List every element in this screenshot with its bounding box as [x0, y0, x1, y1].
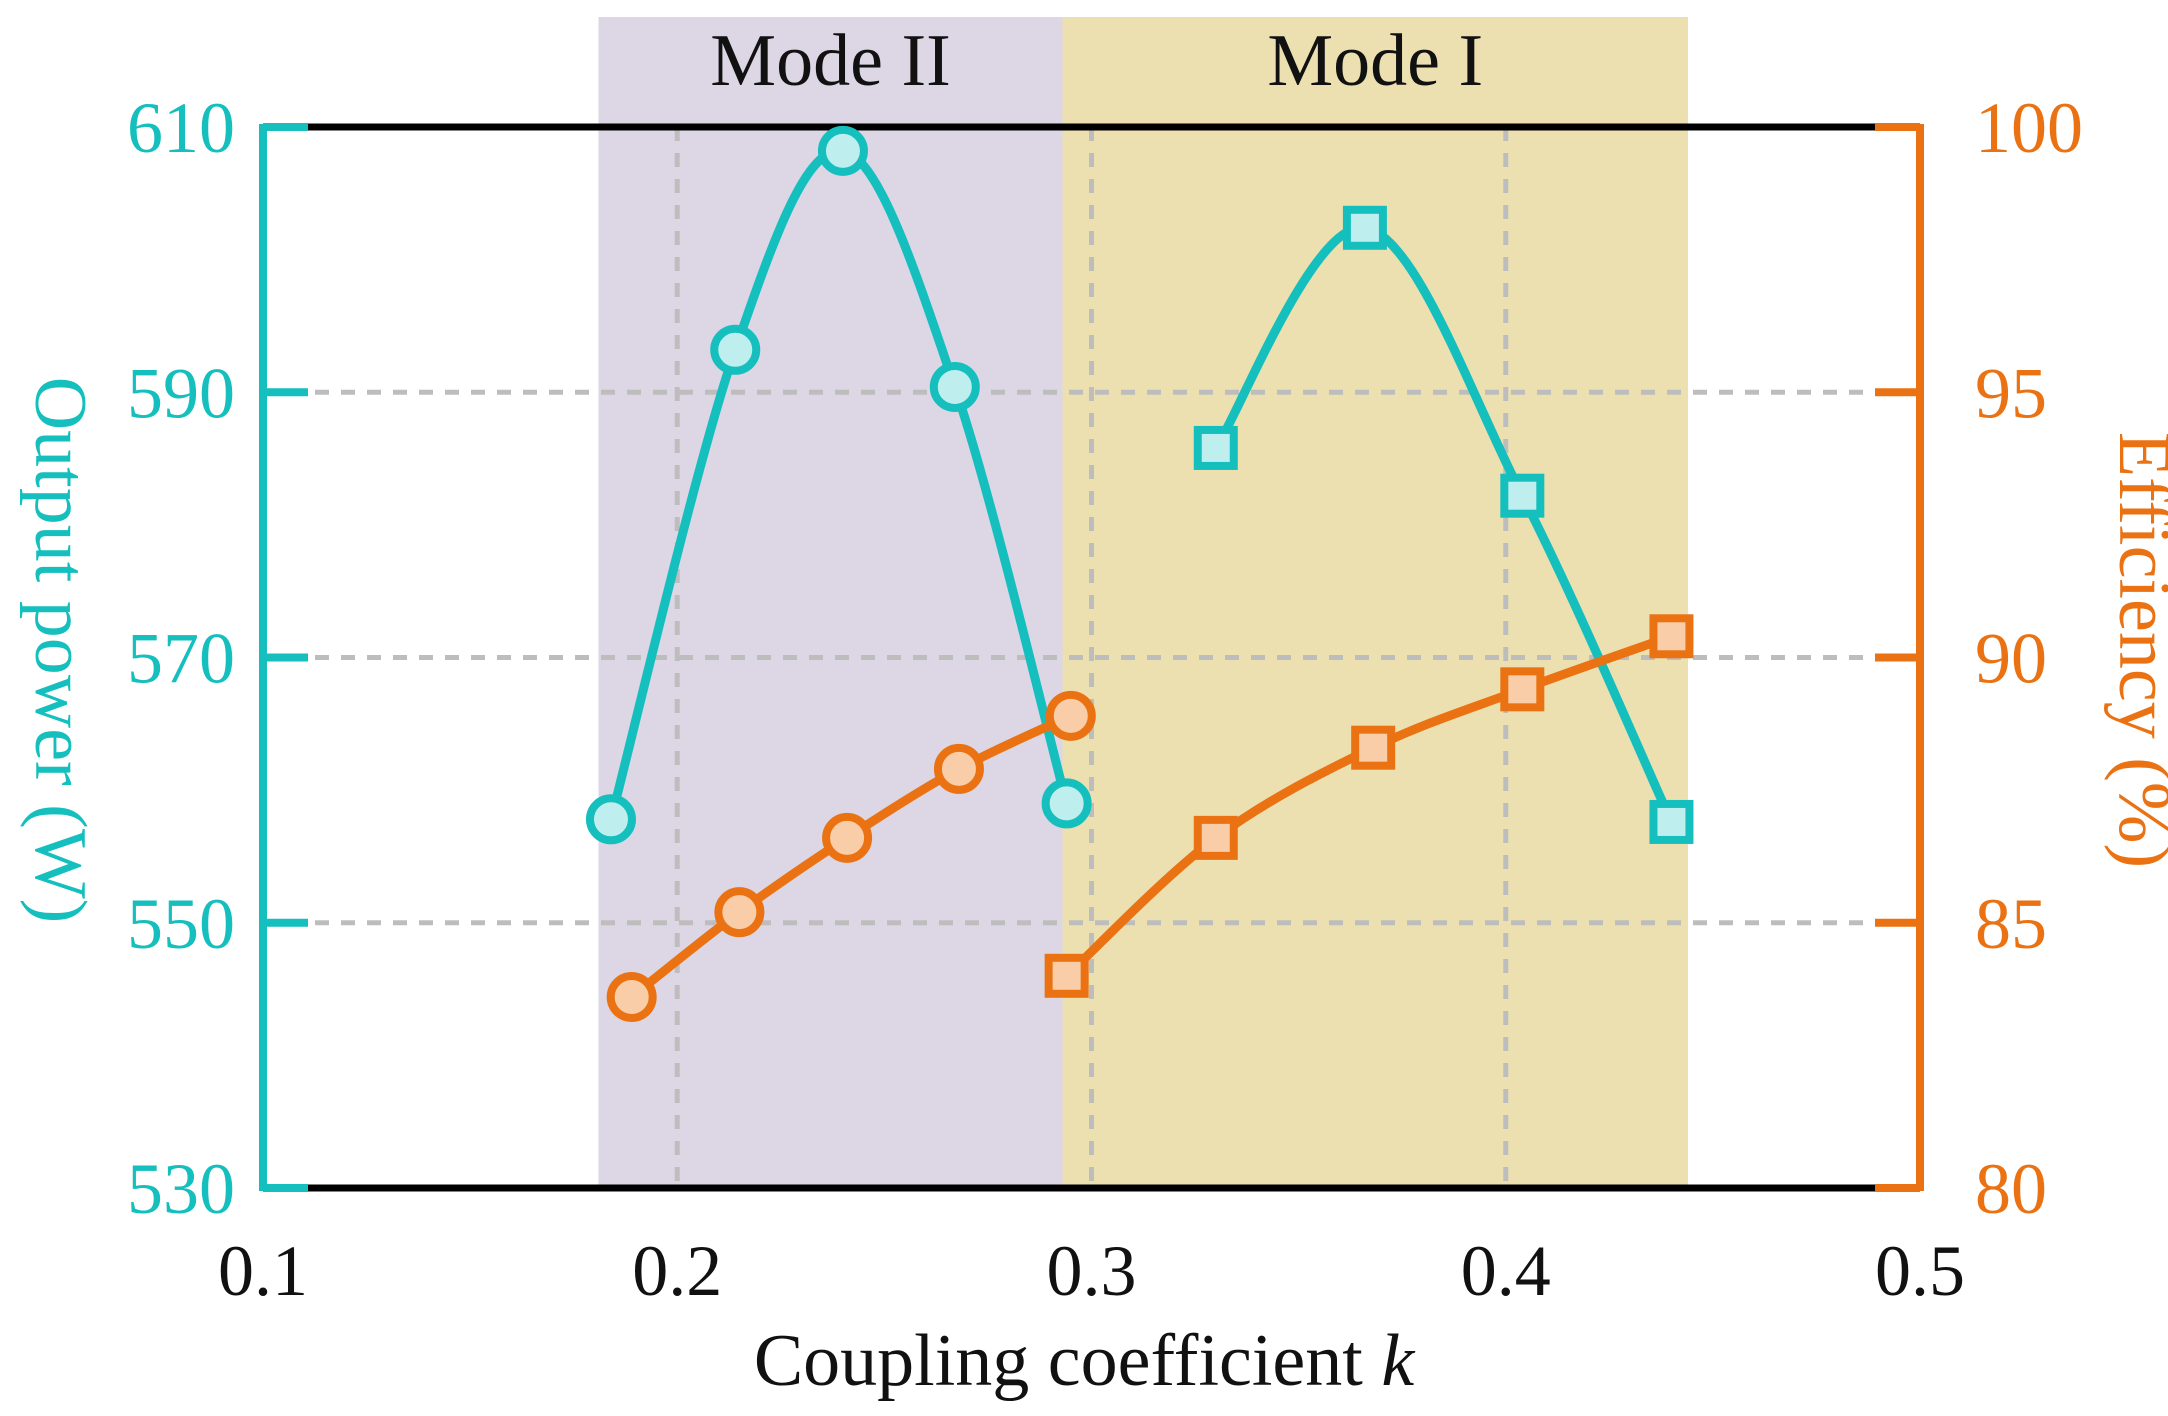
mode-regions: Mode II Mode I	[598, 17, 1689, 1188]
series-0-point-3	[929, 361, 980, 412]
x-tick-label-3: 0.4	[1461, 1231, 1551, 1311]
left-tick-label-4: 610	[127, 88, 235, 168]
data-series	[585, 125, 1694, 1023]
left-tick-label-2: 570	[127, 619, 235, 699]
series-0-point-2	[817, 125, 868, 176]
series-2-point-1	[714, 887, 765, 938]
x-axis-title: Coupling coefficient k	[754, 1320, 1415, 1402]
region-band-1	[1062, 17, 1689, 1188]
series-3-point-2	[1351, 725, 1396, 770]
right-tick-label-4: 100	[1975, 88, 2083, 168]
series-2-point-3	[933, 743, 984, 794]
series-3-point-4	[1649, 614, 1694, 659]
right-tick-label-3: 95	[1975, 353, 2047, 433]
right-tick-label-2: 90	[1975, 619, 2047, 699]
grid-lines	[263, 127, 1920, 1188]
x-tick-label-0: 0.1	[218, 1231, 308, 1311]
series-1-point-0	[1193, 425, 1238, 470]
axis-titles: Coupling coefficient k Output power (W) …	[19, 377, 2168, 1402]
plot-frame	[259, 123, 1924, 1192]
x-tick-label-2: 0.3	[1047, 1231, 1137, 1311]
x-tick-label-4: 0.5	[1875, 1231, 1965, 1311]
left-axis-title: Output power (W)	[19, 377, 101, 924]
right-tick-label-1: 85	[1975, 884, 2047, 964]
x-tick-label-1: 0.2	[632, 1231, 722, 1311]
series-3-point-1	[1193, 815, 1238, 860]
left-tick-label-1: 550	[127, 884, 235, 964]
region-label-0: Mode II	[710, 20, 950, 102]
left-tick-label-3: 590	[127, 353, 235, 433]
tick-labels: 0.1 0.2 0.3 0.4 0.5 530 550 570 590 610 80 85 90 95 10…	[127, 88, 2083, 1311]
series-1-point-2	[1500, 473, 1545, 518]
series-2-point-0	[606, 972, 657, 1023]
series-2-point-4	[1045, 690, 1096, 741]
series-1-point-3	[1649, 799, 1694, 844]
x-axis-variable: k	[1381, 1320, 1415, 1402]
series-0-point-4	[1041, 778, 1092, 829]
series-0-point-1	[710, 324, 761, 375]
series-line-1	[1211, 223, 1676, 827]
series-3-point-0	[1044, 953, 1089, 998]
series-3-point-3	[1500, 667, 1545, 712]
region-label-1: Mode I	[1267, 20, 1483, 102]
series-2-point-2	[822, 812, 873, 863]
right-axis-title: Efficiency (%)	[2103, 432, 2168, 868]
right-tick-label-0: 80	[1975, 1149, 2047, 1229]
series-1-point-1	[1342, 205, 1387, 250]
left-tick-label-0: 530	[127, 1149, 235, 1229]
series-0-point-0	[585, 794, 636, 845]
